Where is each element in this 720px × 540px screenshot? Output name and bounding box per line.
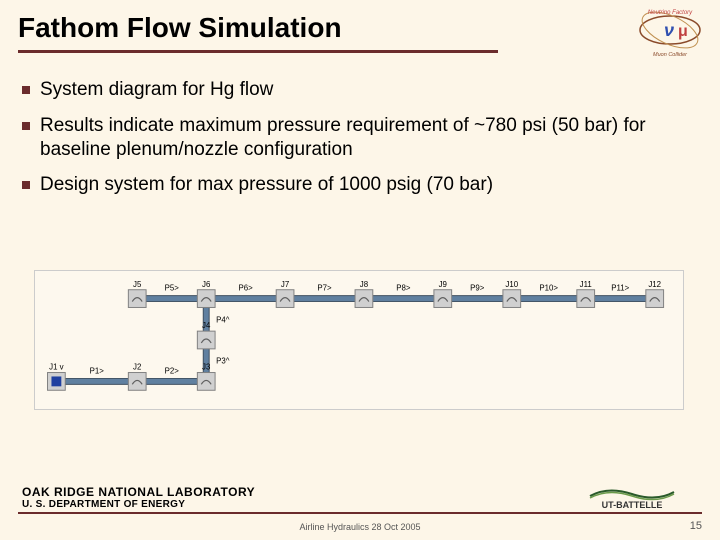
svg-text:Muon Collider: Muon Collider	[653, 52, 688, 58]
svg-text:P10>: P10>	[539, 284, 558, 293]
bullet-marker	[22, 181, 30, 189]
svg-text:P11>: P11>	[611, 284, 629, 293]
svg-text:P4^: P4^	[216, 315, 230, 324]
svg-text:P8>: P8>	[396, 284, 411, 293]
svg-text:J10: J10	[505, 280, 518, 289]
lab-name: OAK RIDGE NATIONAL LABORATORY	[22, 485, 255, 499]
svg-text:P7>: P7>	[317, 284, 332, 293]
slide-title: Fathom Flow Simulation	[18, 12, 342, 44]
system-diagram: P1> P2> P3^ P4^ P5> P6> P7> P8> P9> P10> P11> J1 v J…	[34, 270, 684, 410]
bullet-text: Design system for max pressure of 1000 p…	[40, 173, 493, 197]
bullet-item: Design system for max pressure of 1000 p…	[22, 173, 690, 197]
page-number: 15	[690, 520, 702, 532]
footer-rule	[18, 512, 702, 514]
footer-left: OAK RIDGE NATIONAL LABORATORY U. S. DEPA…	[22, 485, 255, 510]
title-underline	[18, 50, 498, 53]
bullet-list: System diagram for Hg flow Results indic…	[22, 78, 690, 209]
bullet-marker	[22, 86, 30, 94]
svg-text:UT-BATTELLE: UT-BATTELLE	[602, 500, 663, 510]
svg-text:P9>: P9>	[470, 284, 485, 293]
svg-text:J1 v: J1 v	[49, 363, 64, 372]
svg-text:P3^: P3^	[216, 357, 230, 366]
svg-text:ν: ν	[664, 20, 674, 40]
svg-text:P2>: P2>	[165, 367, 180, 376]
svg-text:J5: J5	[133, 280, 142, 289]
svg-text:J12: J12	[648, 280, 661, 289]
bullet-item: Results indicate maximum pressure requir…	[22, 114, 690, 162]
svg-text:J11: J11	[580, 280, 592, 289]
doe-name: U. S. DEPARTMENT OF ENERGY	[22, 499, 255, 510]
svg-text:P1>: P1>	[90, 367, 105, 376]
svg-text:P5>: P5>	[165, 284, 180, 293]
svg-text:J6: J6	[202, 280, 211, 289]
bullet-item: System diagram for Hg flow	[22, 78, 690, 102]
svg-text:Neutrino Factory: Neutrino Factory	[648, 10, 693, 16]
svg-text:J3: J3	[202, 363, 211, 372]
svg-text:J4: J4	[202, 321, 211, 330]
bullet-text: Results indicate maximum pressure requir…	[40, 114, 690, 162]
bullet-marker	[22, 122, 30, 130]
svg-text:P6>: P6>	[239, 284, 254, 293]
neutrino-factory-logo: Neutrino Factory ν μ Muon Collider	[636, 6, 704, 60]
footer-date: Airline Hydraulics 28 Oct 2005	[299, 522, 420, 532]
svg-text:J9: J9	[439, 280, 447, 289]
ut-battelle-logo: UT-BATTELLE	[584, 482, 680, 510]
svg-text:μ: μ	[678, 23, 688, 40]
bullet-text: System diagram for Hg flow	[40, 78, 273, 102]
svg-text:J7: J7	[281, 280, 289, 289]
svg-text:J2: J2	[133, 363, 141, 372]
svg-text:J8: J8	[360, 280, 369, 289]
